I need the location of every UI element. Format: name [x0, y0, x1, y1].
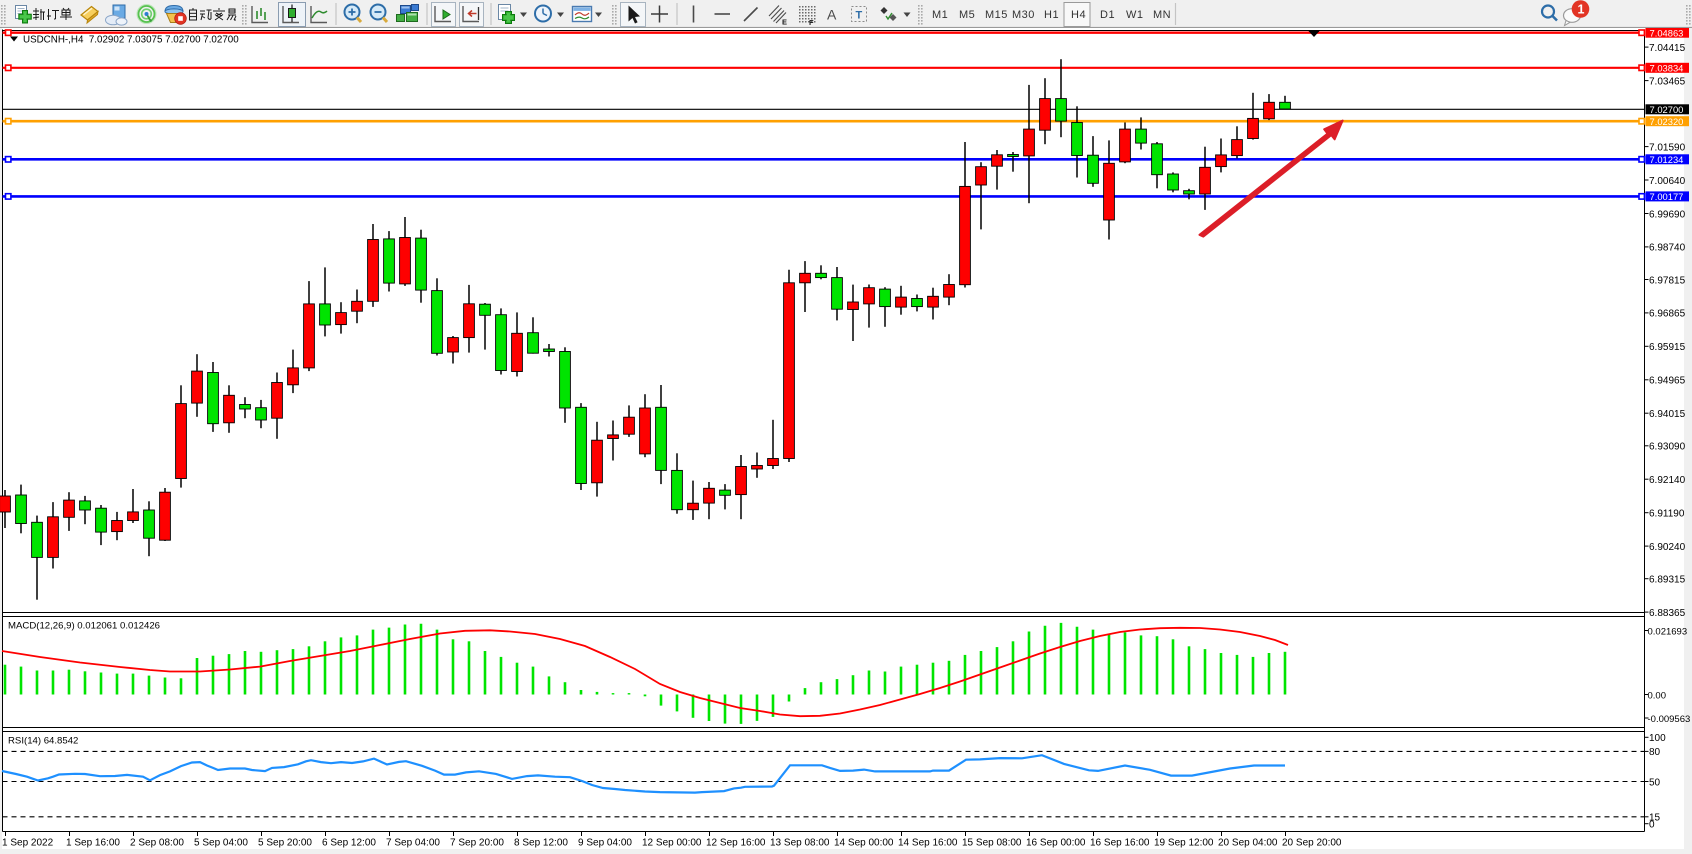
svg-text:H4: H4	[1071, 9, 1086, 21]
svg-text:6.90240: 6.90240	[1649, 542, 1686, 553]
svg-text:7.00640: 7.00640	[1649, 176, 1686, 187]
svg-text:T: T	[856, 10, 863, 22]
svg-text:6.97815: 6.97815	[1649, 275, 1686, 286]
svg-text:MN: MN	[1153, 9, 1171, 21]
svg-text:2 Sep 08:00: 2 Sep 08:00	[130, 838, 184, 849]
svg-text:6.89315: 6.89315	[1649, 575, 1686, 586]
svg-text:50: 50	[1649, 777, 1661, 788]
svg-text:0.021693: 0.021693	[1648, 626, 1688, 637]
svg-text:6.98740: 6.98740	[1649, 243, 1686, 254]
svg-text:6.96865: 6.96865	[1649, 309, 1686, 320]
svg-text:14 Sep 00:00: 14 Sep 00:00	[834, 838, 894, 849]
svg-text:H1: H1	[1044, 9, 1059, 21]
svg-text:7.04415: 7.04415	[1649, 43, 1686, 54]
svg-text:M15: M15	[985, 9, 1008, 21]
svg-text:7.03834: 7.03834	[1650, 62, 1684, 73]
svg-text:M5: M5	[959, 9, 975, 21]
svg-text:6.99690: 6.99690	[1649, 209, 1686, 220]
svg-text:6.94965: 6.94965	[1649, 376, 1686, 387]
svg-text:16 Sep 00:00: 16 Sep 00:00	[1026, 838, 1086, 849]
svg-text:16 Sep 16:00: 16 Sep 16:00	[1090, 838, 1150, 849]
svg-text:0: 0	[1649, 820, 1655, 831]
svg-text:7.03465: 7.03465	[1649, 76, 1686, 87]
svg-text:7.02320: 7.02320	[1650, 116, 1684, 127]
svg-text:5 Sep 20:00: 5 Sep 20:00	[258, 838, 312, 849]
svg-text:7.04863: 7.04863	[1650, 27, 1684, 38]
svg-text:6.88365: 6.88365	[1649, 608, 1686, 619]
svg-text:15: 15	[1649, 813, 1661, 824]
svg-text:USDCNH-,H4 7.02902 7.03075 7.: USDCNH-,H4 7.02902 7.03075 7.02700 7.027…	[23, 35, 239, 46]
svg-text:6.92140: 6.92140	[1649, 475, 1686, 486]
svg-text:F: F	[809, 18, 814, 27]
svg-text:1 Sep 2022: 1 Sep 2022	[2, 838, 54, 849]
svg-text:-0.009563: -0.009563	[1648, 714, 1691, 725]
svg-text:1: 1	[1578, 3, 1585, 17]
svg-text:MACD(12,26,9) 0.012061 0.01242: MACD(12,26,9) 0.012061 0.012426	[8, 621, 160, 632]
svg-text:7.01590: 7.01590	[1649, 142, 1686, 153]
svg-text:D1: D1	[1100, 9, 1115, 21]
svg-text:6 Sep 12:00: 6 Sep 12:00	[322, 838, 376, 849]
svg-text:15 Sep 08:00: 15 Sep 08:00	[962, 838, 1022, 849]
svg-text:6.93090: 6.93090	[1649, 442, 1686, 453]
svg-text:E: E	[782, 18, 787, 27]
svg-text:20 Sep 20:00: 20 Sep 20:00	[1282, 838, 1342, 849]
svg-text:1 Sep 16:00: 1 Sep 16:00	[66, 838, 120, 849]
svg-text:M30: M30	[1012, 9, 1035, 21]
svg-text:6.94015: 6.94015	[1649, 409, 1686, 420]
svg-text:6.91190: 6.91190	[1649, 509, 1685, 520]
svg-text:13 Sep 08:00: 13 Sep 08:00	[770, 838, 830, 849]
svg-text:7 Sep 20:00: 7 Sep 20:00	[450, 838, 504, 849]
svg-text:6.95915: 6.95915	[1649, 342, 1686, 353]
svg-text:14 Sep 16:00: 14 Sep 16:00	[898, 838, 958, 849]
svg-text:12 Sep 16:00: 12 Sep 16:00	[706, 838, 766, 849]
svg-text:80: 80	[1649, 747, 1661, 758]
svg-text:A: A	[827, 7, 837, 23]
svg-text:7.00177: 7.00177	[1650, 191, 1684, 202]
svg-text:19 Sep 12:00: 19 Sep 12:00	[1154, 838, 1214, 849]
svg-text:7.01234: 7.01234	[1650, 154, 1684, 165]
svg-text:RSI(14) 64.8542: RSI(14) 64.8542	[8, 736, 78, 747]
svg-text:7.02700: 7.02700	[1650, 104, 1684, 115]
svg-text:7 Sep 04:00: 7 Sep 04:00	[386, 838, 440, 849]
svg-text:W1: W1	[1126, 9, 1144, 21]
svg-text:8 Sep 12:00: 8 Sep 12:00	[514, 838, 568, 849]
svg-text:M1: M1	[932, 9, 948, 21]
svg-text:12 Sep 00:00: 12 Sep 00:00	[642, 838, 702, 849]
svg-text:100: 100	[1649, 733, 1666, 744]
svg-text:5 Sep 04:00: 5 Sep 04:00	[194, 838, 248, 849]
svg-text:0.00: 0.00	[1648, 690, 1667, 701]
svg-text:9 Sep 04:00: 9 Sep 04:00	[578, 838, 632, 849]
svg-text:20 Sep 04:00: 20 Sep 04:00	[1218, 838, 1278, 849]
